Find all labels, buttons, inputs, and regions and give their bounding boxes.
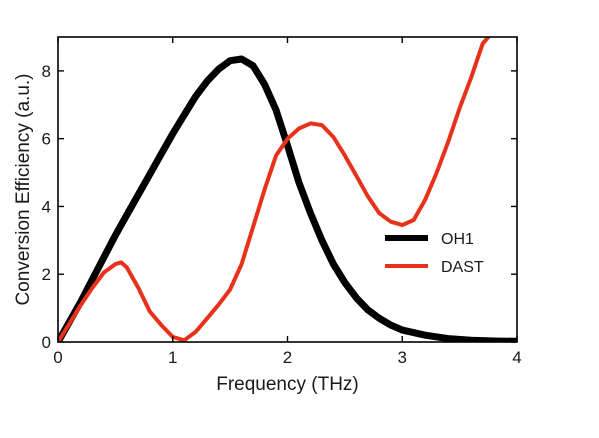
- y-tick-label: 4: [42, 197, 51, 216]
- y-tick-label: 0: [42, 333, 51, 352]
- series-line-dast: [58, 37, 491, 342]
- y-tick-label: 6: [42, 130, 51, 149]
- series-line-oh1: [58, 55, 517, 342]
- legend-label-oh1: OH1: [441, 231, 474, 248]
- x-tick-label: 2: [283, 348, 292, 367]
- legend-label-dast: DAST: [441, 259, 484, 276]
- x-tick-label: 3: [398, 348, 407, 367]
- y-tick-label: 8: [42, 62, 51, 81]
- plot-frame: [57, 36, 518, 343]
- x-tick-label: 0: [53, 348, 62, 367]
- x-tick-label: 4: [512, 348, 521, 367]
- tick-layer: 0 1 2 3 4 0 2 4 6 8: [42, 37, 522, 367]
- x-tick-label: 1: [168, 348, 177, 367]
- y-axis-title: Conversion Efficiency (a.u.): [13, 74, 34, 306]
- y-tick-label: 2: [42, 265, 51, 284]
- x-axis-title: Frequency (THz): [216, 374, 359, 395]
- series-layer: [58, 37, 517, 342]
- legend: OH1 DAST: [385, 231, 484, 276]
